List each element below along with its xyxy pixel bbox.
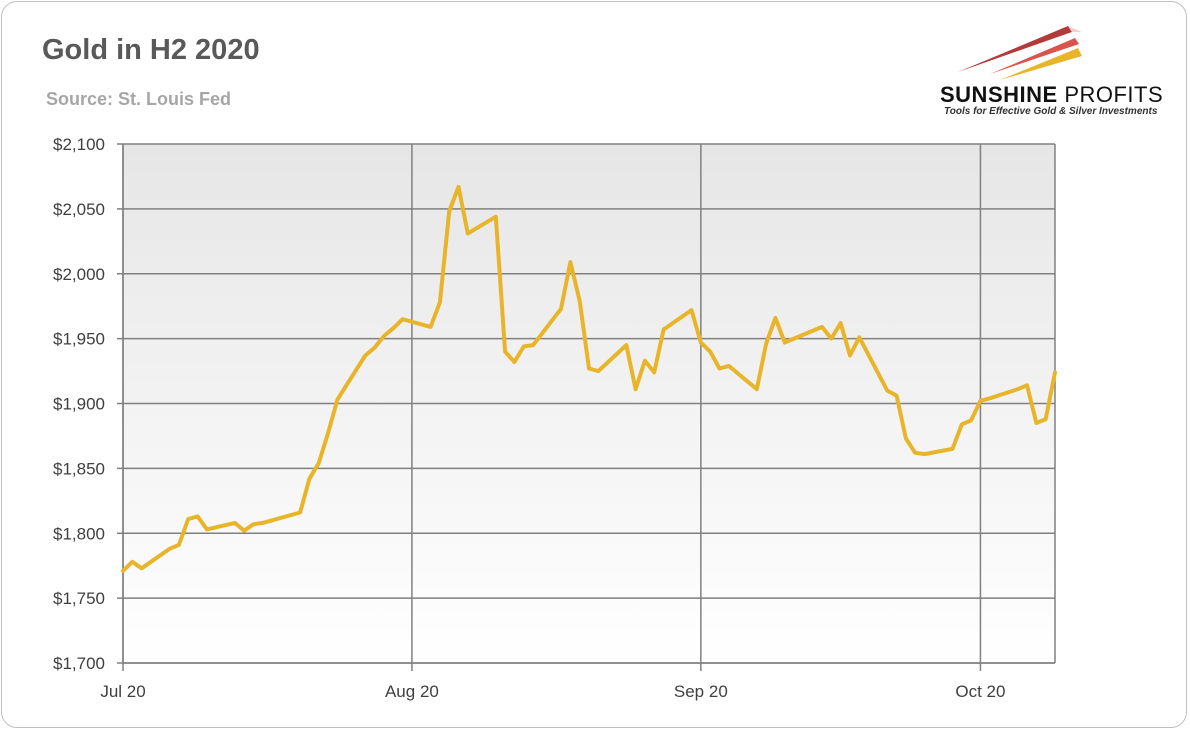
y-tick-label: $2,100: [53, 135, 105, 154]
y-tick-label: $1,800: [53, 524, 105, 543]
y-tick-label: $1,900: [53, 395, 105, 414]
chart-title: Gold in H2 2020: [42, 34, 260, 66]
x-tick-label: Sep 20: [674, 682, 728, 701]
logo-name-light: PROFITS: [1064, 82, 1164, 107]
y-tick-label: $2,000: [53, 265, 105, 284]
x-tick-label: Jul 20: [100, 682, 145, 701]
logo-name-bold: SUNSHINE: [940, 82, 1058, 107]
y-tick-label: $2,050: [53, 200, 105, 219]
y-tick-label: $1,950: [53, 330, 105, 349]
y-tick-label: $1,700: [53, 654, 105, 673]
logo-name: SUNSHINE PROFITS: [940, 82, 1163, 108]
logo-rays-icon: [958, 26, 1082, 80]
x-tick-label: Aug 20: [385, 682, 439, 701]
chart-subtitle: Source: St. Louis Fed: [46, 89, 232, 109]
x-tick-label: Oct 20: [955, 682, 1005, 701]
y-tick-label: $1,750: [53, 589, 105, 608]
logo-tagline: Tools for Effective Gold & Silver Invest…: [944, 106, 1158, 117]
y-tick-label: $1,850: [53, 459, 105, 478]
sunshine-profits-logo: SUNSHINE PROFITS Tools for Effective Gol…: [930, 18, 1170, 123]
